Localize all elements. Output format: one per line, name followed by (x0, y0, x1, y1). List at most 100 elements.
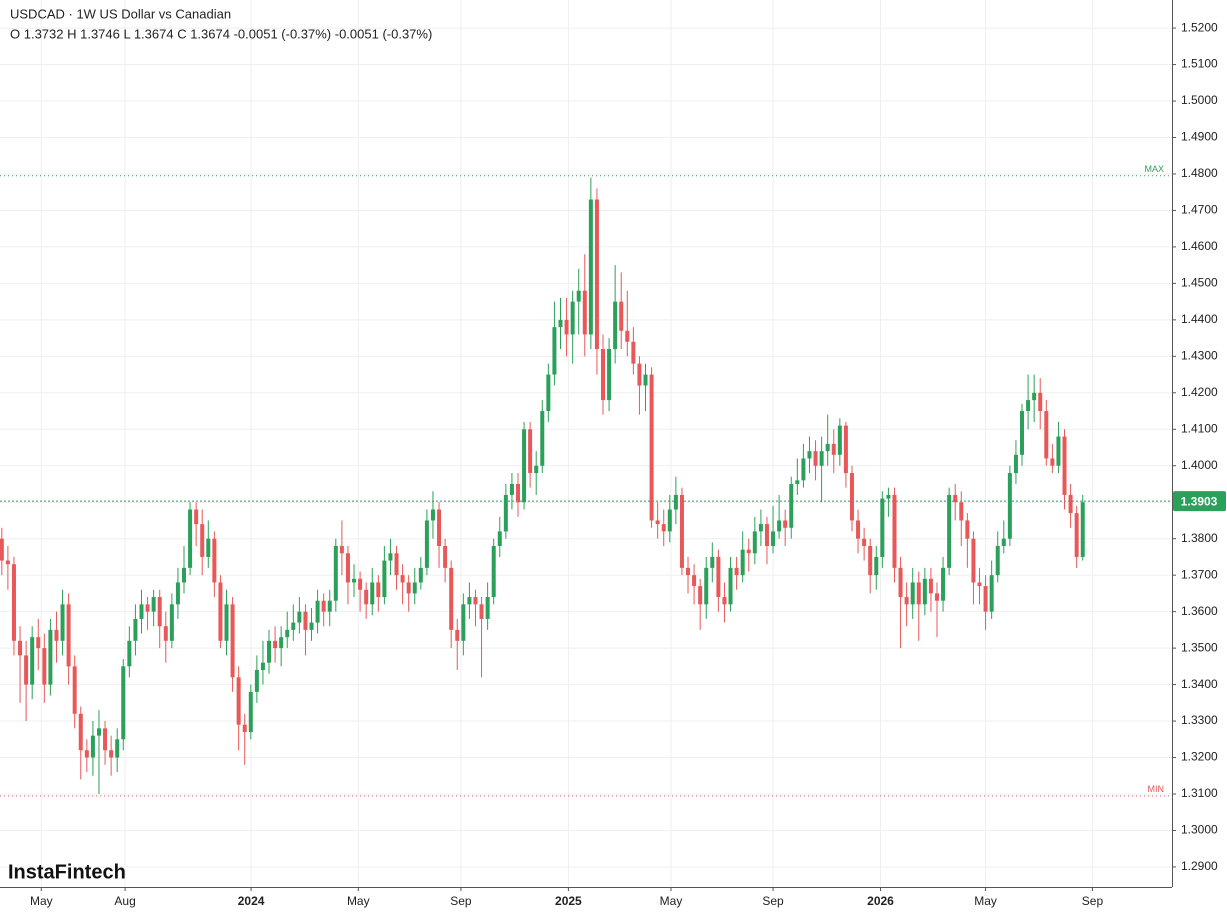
candle-body (309, 622, 314, 630)
x-tick-label: 2025 (555, 894, 582, 908)
candle-body (716, 556, 721, 598)
candle-body (503, 494, 508, 532)
candle-body (849, 473, 854, 521)
candle-body (430, 509, 435, 521)
y-tick-label: 1.5000 (1181, 93, 1218, 107)
candle-body (1007, 473, 1012, 539)
y-tick-label: 1.4800 (1181, 166, 1218, 180)
candle-body (546, 374, 551, 412)
reference-label: MIN (1148, 784, 1165, 794)
y-tick-label: 1.4000 (1181, 458, 1218, 472)
candle-body (291, 622, 296, 630)
candle-body (649, 374, 654, 521)
x-tick-label: Sep (762, 894, 784, 908)
candle-body (479, 604, 484, 619)
x-tick-label: Aug (114, 894, 135, 908)
candle-body (206, 538, 211, 557)
candle-body (36, 637, 41, 649)
candle-body (109, 750, 114, 758)
candle-body (953, 494, 958, 503)
candle-body (601, 349, 606, 401)
candle-body (327, 600, 332, 612)
candle-body (315, 600, 320, 623)
y-tick-label: 1.3800 (1181, 531, 1218, 545)
candle-body (267, 640, 272, 663)
candle-body (704, 567, 709, 605)
candle-body (145, 604, 150, 612)
candle-body (910, 582, 915, 605)
candle-body (24, 655, 29, 685)
ohlc-readout: O 1.3732 H 1.3746 L 1.3674 C 1.3674 -0.0… (10, 26, 432, 41)
candle-body (989, 575, 994, 612)
candle-body (279, 637, 284, 649)
candle-body (540, 411, 545, 466)
candle-body (364, 589, 369, 605)
x-tick-label: Sep (1082, 894, 1104, 908)
candle-body (983, 586, 988, 612)
candle-body (0, 538, 4, 561)
candle-body (783, 520, 788, 528)
y-tick-label: 1.3400 (1181, 677, 1218, 691)
candle-body (971, 538, 976, 583)
candle-body (977, 582, 982, 587)
y-tick-label: 1.4600 (1181, 239, 1218, 253)
reference-lines: MAX MIN (0, 164, 1172, 797)
candles (0, 177, 1085, 794)
candle-body (376, 582, 381, 598)
candle-body (370, 582, 375, 605)
x-tick-label: 2026 (867, 894, 894, 908)
candle-body (698, 586, 703, 605)
candle-body (260, 662, 265, 670)
candle-body (947, 494, 952, 568)
y-tick-label: 1.3000 (1181, 823, 1218, 837)
candle-body (1074, 513, 1079, 557)
y-tick-label: 1.4900 (1181, 130, 1218, 144)
candle-body (795, 480, 800, 484)
candle-body (619, 301, 624, 331)
candle-body (485, 597, 490, 619)
candle-body (1080, 502, 1085, 557)
candle-body (771, 531, 776, 546)
candle-body (388, 553, 393, 561)
candle-body (764, 524, 769, 546)
candle-body (467, 597, 472, 605)
candle-body (843, 425, 848, 474)
candle-body (995, 545, 1000, 576)
candle-body (218, 582, 223, 641)
candle-body (746, 549, 751, 554)
candle-body (1056, 436, 1061, 466)
candle-body (352, 578, 357, 583)
candle-body (892, 494, 897, 568)
candle-body (473, 597, 478, 605)
candle-body (236, 677, 241, 725)
candle-body (418, 567, 423, 583)
y-tick-label: 1.4300 (1181, 349, 1218, 363)
candle-body (819, 451, 824, 466)
candle-body (831, 443, 836, 455)
candle-body (825, 443, 830, 452)
candle-body (588, 199, 593, 335)
candle-body (303, 611, 308, 630)
candle-body (856, 520, 861, 539)
candle-body (807, 451, 812, 459)
candle-body (103, 728, 108, 751)
candle-body (297, 611, 302, 623)
candle-body (631, 341, 636, 364)
candle-body (582, 290, 587, 335)
candle-body (655, 520, 660, 525)
candle-body (594, 199, 599, 350)
candle-body (686, 567, 691, 576)
y-tick-label: 1.3200 (1181, 750, 1218, 764)
candle-body (1062, 436, 1067, 495)
chart-title: USDCAD · 1W US Dollar vs Canadian (10, 6, 231, 21)
candle-body (96, 728, 101, 736)
x-tick-label: May (974, 894, 997, 908)
candle-body (248, 691, 253, 732)
candle-body (84, 750, 89, 758)
candle-body (394, 553, 399, 576)
candle-body (959, 502, 964, 521)
y-tick-label: 1.3700 (1181, 567, 1218, 581)
last-price-badge (1173, 491, 1226, 512)
x-tick-label: 2024 (238, 894, 265, 908)
